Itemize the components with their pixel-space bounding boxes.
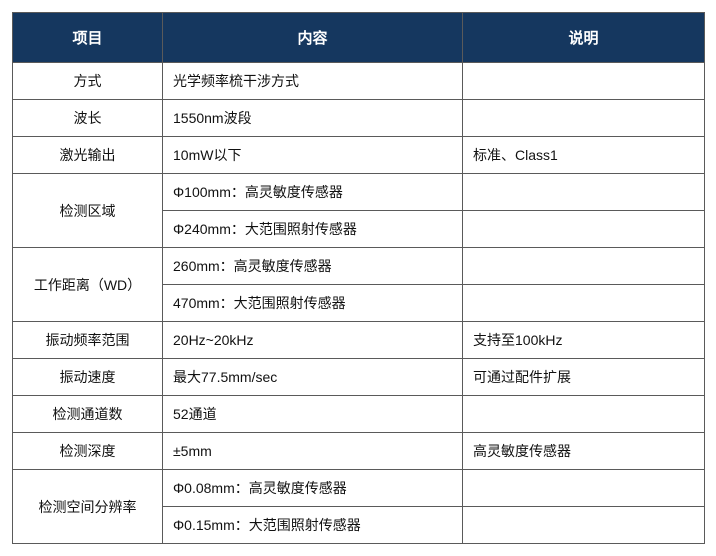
cell-content: 最大77.5mm/sec — [163, 359, 463, 396]
table-row: 检测区域 Φ100mm：高灵敏度传感器 — [13, 174, 705, 211]
table-row: 振动频率范围 20Hz~20kHz 支持至100kHz — [13, 322, 705, 359]
cell-label: 方式 — [13, 63, 163, 100]
cell-label: 检测通道数 — [13, 396, 163, 433]
cell-label: 工作距离（WD） — [13, 248, 163, 322]
cell-note: 标准、Class1 — [463, 137, 705, 174]
cell-note: 高灵敏度传感器 — [463, 433, 705, 470]
table-row: 波长 1550nm波段 — [13, 100, 705, 137]
cell-content: 1550nm波段 — [163, 100, 463, 137]
cell-label: 激光输出 — [13, 137, 163, 174]
header-content: 内容 — [163, 13, 463, 63]
cell-label: 波长 — [13, 100, 163, 137]
cell-note: 支持至100kHz — [463, 322, 705, 359]
cell-content: Φ0.15mm：大范围照射传感器 — [163, 507, 463, 544]
cell-note — [463, 211, 705, 248]
cell-content: 470mm：大范围照射传感器 — [163, 285, 463, 322]
cell-note — [463, 470, 705, 507]
header-row: 项目 内容 说明 — [13, 13, 705, 63]
cell-label: 检测区域 — [13, 174, 163, 248]
header-project: 项目 — [13, 13, 163, 63]
cell-note — [463, 248, 705, 285]
cell-label: 振动频率范围 — [13, 322, 163, 359]
header-note: 说明 — [463, 13, 705, 63]
cell-label: 检测空间分辨率 — [13, 470, 163, 544]
cell-note — [463, 396, 705, 433]
table-row: 工作距离（WD） 260mm：高灵敏度传感器 — [13, 248, 705, 285]
cell-note — [463, 174, 705, 211]
cell-label: 振动速度 — [13, 359, 163, 396]
cell-content: 52通道 — [163, 396, 463, 433]
table-row: 检测深度 ±5mm 高灵敏度传感器 — [13, 433, 705, 470]
cell-content: Φ100mm：高灵敏度传感器 — [163, 174, 463, 211]
table-body: 方式 光学频率梳干涉方式 波长 1550nm波段 激光输出 10mW以下 标准、… — [13, 63, 705, 544]
cell-content: 光学频率梳干涉方式 — [163, 63, 463, 100]
spec-table: 项目 内容 说明 方式 光学频率梳干涉方式 波长 1550nm波段 激光输出 1… — [12, 12, 705, 544]
cell-content: Φ0.08mm：高灵敏度传感器 — [163, 470, 463, 507]
cell-note — [463, 63, 705, 100]
cell-content: 10mW以下 — [163, 137, 463, 174]
table-row: 激光输出 10mW以下 标准、Class1 — [13, 137, 705, 174]
cell-note — [463, 507, 705, 544]
cell-content: 260mm：高灵敏度传感器 — [163, 248, 463, 285]
cell-content: 20Hz~20kHz — [163, 322, 463, 359]
table-row: 检测通道数 52通道 — [13, 396, 705, 433]
cell-note — [463, 285, 705, 322]
cell-note: 可通过配件扩展 — [463, 359, 705, 396]
table-row: 振动速度 最大77.5mm/sec 可通过配件扩展 — [13, 359, 705, 396]
table-row: 方式 光学频率梳干涉方式 — [13, 63, 705, 100]
cell-content: Φ240mm：大范围照射传感器 — [163, 211, 463, 248]
cell-label: 检测深度 — [13, 433, 163, 470]
cell-content: ±5mm — [163, 433, 463, 470]
table-row: 检测空间分辨率 Φ0.08mm：高灵敏度传感器 — [13, 470, 705, 507]
cell-note — [463, 100, 705, 137]
